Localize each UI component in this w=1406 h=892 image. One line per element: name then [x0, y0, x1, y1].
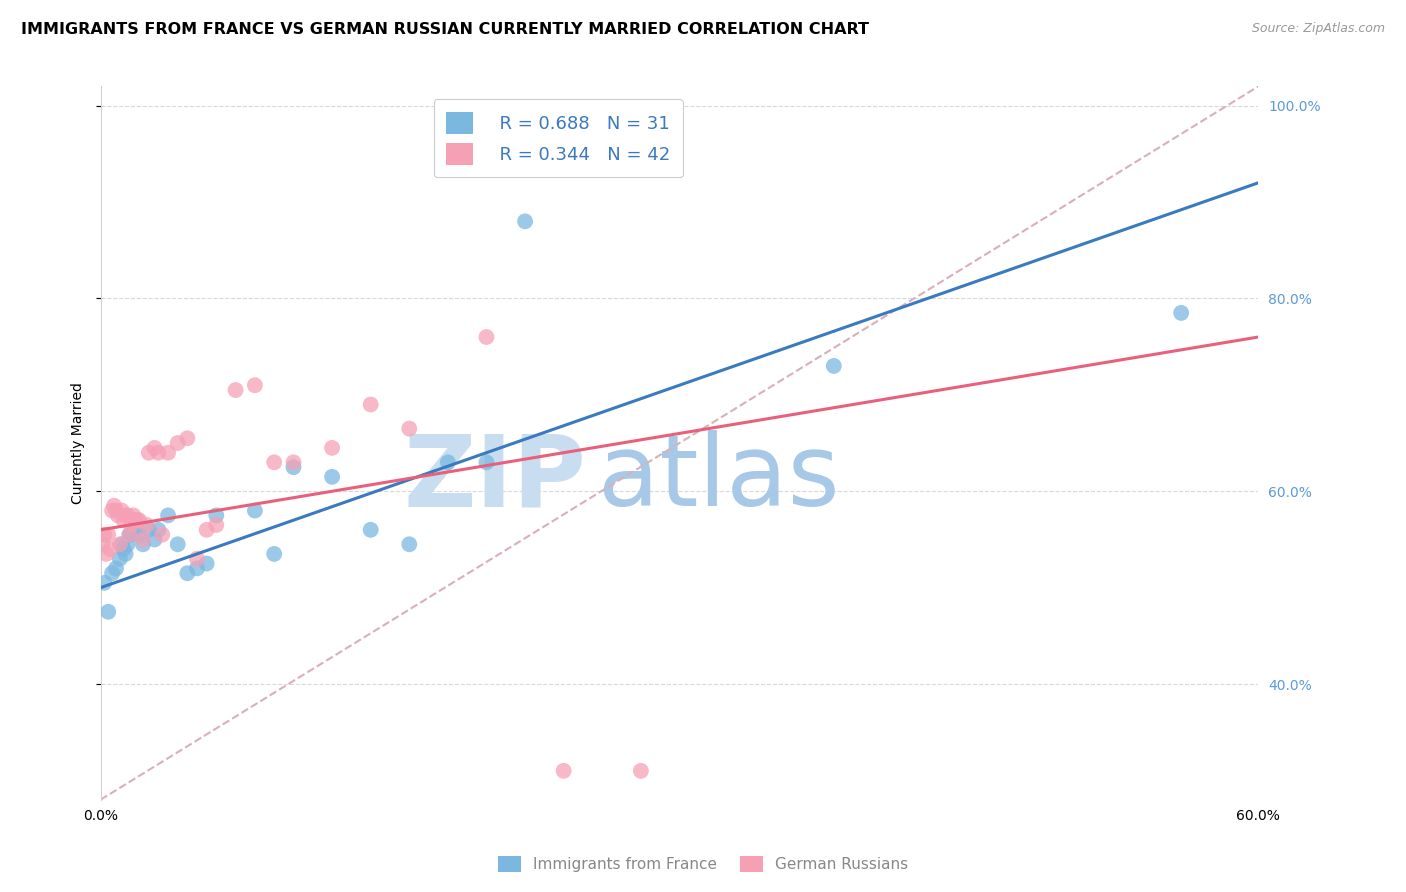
Point	[108, 537, 131, 551]
Point	[823, 359, 845, 373]
Point	[103, 499, 125, 513]
Legend:   R = 0.688   N = 31,   R = 0.344   N = 42: R = 0.688 N = 31, R = 0.344 N = 42	[433, 99, 683, 178]
Point	[176, 431, 198, 445]
Point	[91, 537, 114, 551]
Point	[118, 527, 141, 541]
Point	[321, 470, 343, 484]
Point	[513, 214, 536, 228]
Point	[166, 537, 188, 551]
Point	[93, 527, 115, 541]
Point	[157, 508, 180, 523]
Point	[101, 566, 124, 581]
Point	[132, 533, 155, 547]
Point	[475, 455, 498, 469]
Point	[186, 551, 208, 566]
Point	[107, 508, 129, 523]
Point	[205, 508, 228, 523]
Point	[263, 455, 285, 469]
Point	[114, 547, 136, 561]
Point	[104, 503, 127, 517]
Point	[120, 527, 142, 541]
Point	[128, 527, 150, 541]
Point	[398, 537, 420, 551]
Point	[138, 523, 160, 537]
Point	[225, 383, 247, 397]
Point	[124, 523, 146, 537]
Legend: Immigrants from France, German Russians: Immigrants from France, German Russians	[491, 848, 915, 880]
Point	[101, 503, 124, 517]
Point	[93, 575, 115, 590]
Point	[475, 330, 498, 344]
Y-axis label: Currently Married: Currently Married	[72, 382, 86, 504]
Point	[437, 455, 460, 469]
Point	[97, 527, 120, 541]
Point	[98, 542, 121, 557]
Point	[97, 605, 120, 619]
Point	[112, 513, 135, 527]
Point	[96, 547, 118, 561]
Point	[1170, 306, 1192, 320]
Point	[321, 441, 343, 455]
Point	[263, 547, 285, 561]
Point	[283, 460, 305, 475]
Point	[135, 518, 157, 533]
Point	[553, 764, 575, 778]
Point	[186, 561, 208, 575]
Point	[143, 441, 166, 455]
Point	[111, 537, 134, 551]
Point	[118, 527, 141, 541]
Point	[122, 508, 145, 523]
Point	[398, 421, 420, 435]
Point	[143, 533, 166, 547]
Point	[108, 551, 131, 566]
Point	[360, 397, 382, 411]
Point	[120, 518, 142, 533]
Point	[138, 446, 160, 460]
Point	[114, 508, 136, 523]
Point	[150, 527, 173, 541]
Point	[127, 513, 149, 527]
Text: atlas: atlas	[599, 430, 839, 527]
Point	[195, 523, 218, 537]
Point	[104, 561, 127, 575]
Point	[166, 436, 188, 450]
Point	[243, 503, 266, 517]
Point	[243, 378, 266, 392]
Point	[124, 513, 146, 527]
Point	[117, 508, 139, 523]
Text: IMMIGRANTS FROM FRANCE VS GERMAN RUSSIAN CURRENTLY MARRIED CORRELATION CHART: IMMIGRANTS FROM FRANCE VS GERMAN RUSSIAN…	[21, 22, 869, 37]
Point	[128, 513, 150, 527]
Point	[148, 523, 170, 537]
Point	[132, 537, 155, 551]
Text: Source: ZipAtlas.com: Source: ZipAtlas.com	[1251, 22, 1385, 36]
Point	[195, 557, 218, 571]
Point	[205, 518, 228, 533]
Point	[148, 446, 170, 460]
Point	[176, 566, 198, 581]
Point	[157, 446, 180, 460]
Point	[630, 764, 652, 778]
Point	[111, 503, 134, 517]
Point	[117, 537, 139, 551]
Point	[283, 455, 305, 469]
Point	[360, 523, 382, 537]
Point	[112, 542, 135, 557]
Text: ZIP: ZIP	[404, 430, 586, 527]
